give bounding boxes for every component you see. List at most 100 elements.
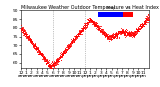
- Point: [61, 56, 63, 57]
- Point: [95, 26, 98, 27]
- Point: [60, 56, 62, 58]
- Point: [35, 49, 38, 50]
- Point: [134, 30, 137, 31]
- Point: [116, 35, 118, 37]
- Point: [107, 35, 110, 36]
- Point: [64, 52, 67, 54]
- Point: [117, 33, 120, 34]
- Point: [49, 63, 51, 65]
- Point: [30, 40, 32, 42]
- Point: [86, 21, 89, 23]
- Point: [107, 35, 109, 36]
- Point: [135, 28, 137, 29]
- Point: [55, 63, 58, 64]
- Point: [122, 31, 124, 32]
- Point: [133, 32, 136, 33]
- Point: [94, 24, 96, 26]
- Point: [23, 33, 26, 35]
- Point: [98, 29, 100, 30]
- Point: [116, 35, 118, 37]
- Point: [138, 28, 140, 30]
- Point: [31, 42, 33, 43]
- Point: [83, 25, 86, 26]
- Point: [23, 32, 25, 34]
- Point: [60, 52, 63, 53]
- Point: [34, 44, 36, 45]
- Point: [130, 33, 132, 35]
- Point: [60, 56, 62, 57]
- Point: [111, 35, 113, 36]
- Point: [68, 45, 71, 47]
- Point: [123, 30, 126, 32]
- Point: [136, 30, 138, 32]
- Point: [134, 34, 136, 35]
- Point: [63, 51, 66, 53]
- Point: [113, 37, 115, 38]
- Point: [101, 31, 104, 32]
- Point: [41, 55, 44, 57]
- Point: [60, 60, 62, 61]
- Point: [76, 35, 78, 36]
- Point: [101, 31, 103, 33]
- Point: [130, 35, 132, 37]
- Point: [53, 61, 56, 62]
- Point: [24, 29, 26, 30]
- Point: [48, 59, 50, 61]
- Point: [135, 30, 138, 31]
- Point: [115, 32, 118, 33]
- Point: [100, 31, 103, 32]
- Point: [112, 36, 115, 38]
- Point: [28, 38, 30, 39]
- Point: [139, 26, 142, 27]
- Point: [38, 51, 40, 52]
- Point: [108, 38, 110, 40]
- Point: [111, 36, 113, 38]
- Point: [102, 33, 104, 35]
- Bar: [98, 12, 123, 17]
- Point: [127, 33, 130, 34]
- Point: [41, 54, 44, 56]
- Point: [104, 35, 107, 37]
- Point: [56, 59, 59, 61]
- Point: [92, 22, 95, 24]
- Point: [95, 27, 97, 29]
- Point: [146, 21, 149, 22]
- Point: [78, 29, 81, 30]
- Point: [125, 31, 128, 32]
- Point: [122, 34, 125, 36]
- Point: [112, 37, 115, 39]
- Point: [148, 18, 150, 19]
- Point: [22, 31, 24, 32]
- Point: [72, 40, 74, 41]
- Point: [47, 63, 49, 64]
- Point: [137, 30, 140, 32]
- Point: [85, 25, 88, 27]
- Point: [83, 27, 86, 29]
- Point: [28, 39, 31, 40]
- Point: [50, 65, 53, 67]
- Point: [96, 26, 98, 27]
- Point: [44, 60, 47, 61]
- Point: [79, 30, 82, 32]
- Point: [110, 39, 112, 41]
- Point: [134, 32, 137, 33]
- Point: [49, 66, 52, 68]
- Point: [106, 36, 109, 37]
- Point: [37, 53, 40, 54]
- Point: [32, 45, 34, 47]
- Point: [20, 29, 23, 30]
- Point: [51, 64, 53, 66]
- Point: [52, 62, 54, 63]
- Point: [117, 31, 119, 33]
- Point: [130, 34, 133, 36]
- Point: [55, 60, 57, 61]
- Point: [59, 54, 62, 56]
- Point: [92, 22, 94, 24]
- Point: [103, 32, 106, 33]
- Point: [34, 44, 36, 45]
- Point: [52, 64, 55, 66]
- Point: [57, 61, 60, 62]
- Point: [147, 17, 149, 19]
- Point: [141, 27, 143, 28]
- Point: [146, 19, 149, 20]
